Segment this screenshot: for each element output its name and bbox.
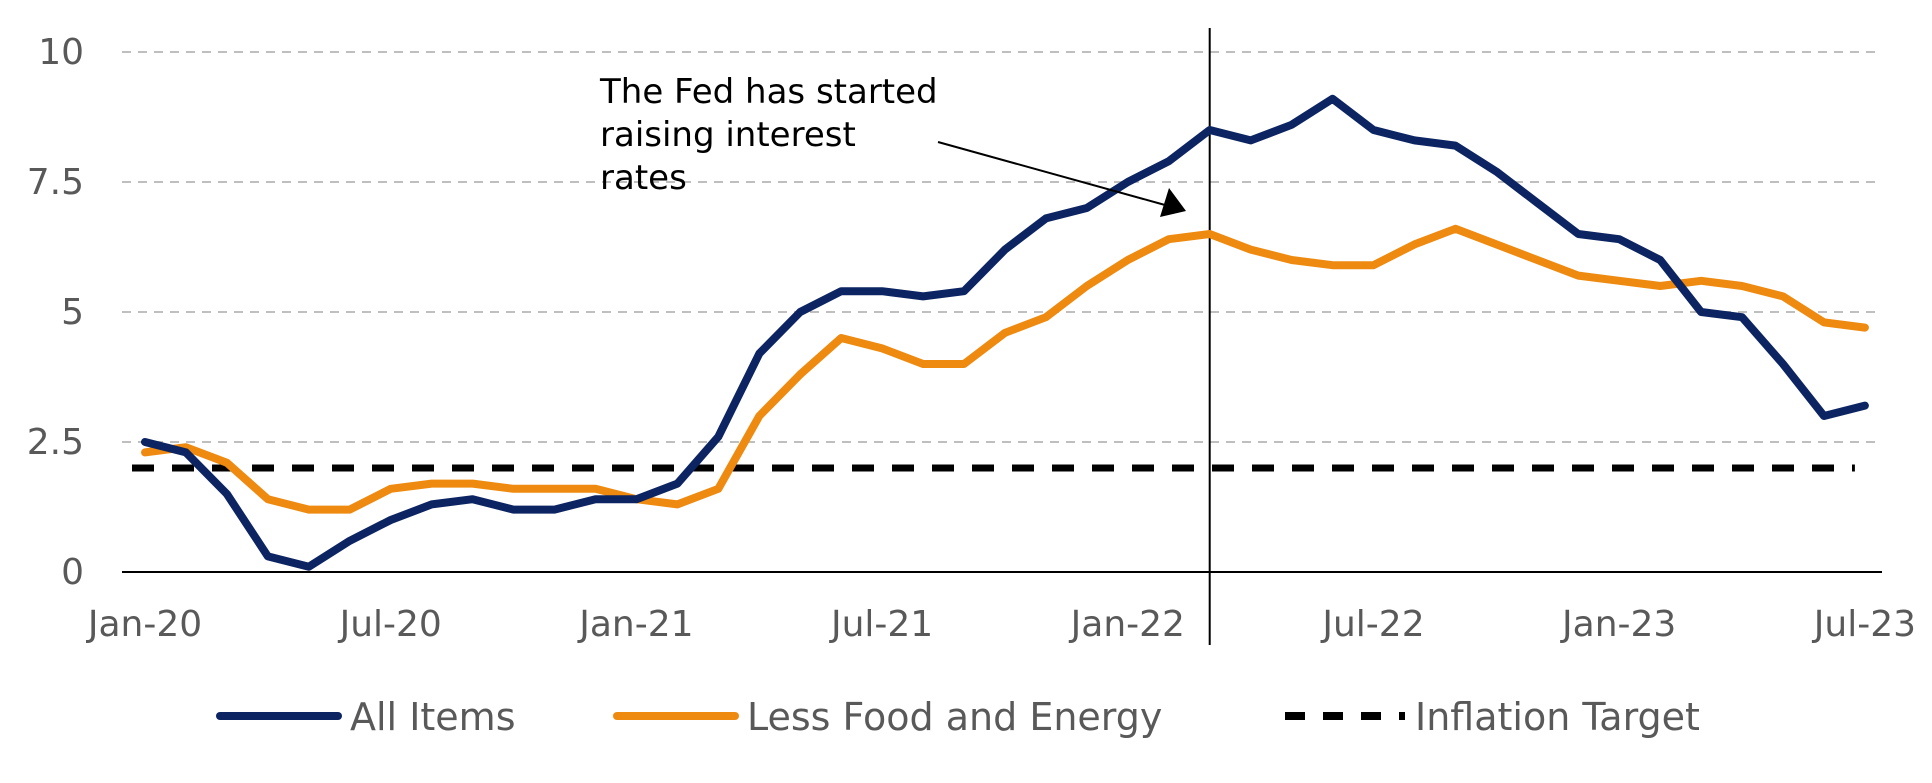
annotation-arrow-shaft bbox=[937, 141, 1166, 206]
series-line-less-food-and-energy bbox=[141, 224, 1869, 514]
x-tick-label: Jul-23 bbox=[1812, 604, 1916, 645]
x-tick-label: Jan-22 bbox=[1069, 604, 1185, 645]
y-tick-label: 5 bbox=[61, 292, 84, 333]
legend-label: All Items bbox=[350, 695, 516, 739]
x-tick-label: Jan-20 bbox=[86, 604, 202, 645]
y-axis-ticks: 0 2.5 5 7.5 10 bbox=[27, 32, 84, 593]
y-tick-label: 2.5 bbox=[27, 422, 84, 463]
x-tick-label: Jul-20 bbox=[338, 604, 442, 645]
annotation-line-2: raising interest bbox=[600, 115, 856, 155]
x-tick-label: Jan-21 bbox=[577, 604, 693, 645]
annotation: The Fed has started raising interest rat… bbox=[599, 72, 1186, 217]
annotation-line-1: The Fed has started bbox=[599, 72, 938, 112]
gridlines bbox=[122, 51, 1882, 443]
y-tick-label: 0 bbox=[61, 552, 84, 593]
legend-label: Inflation Target bbox=[1415, 695, 1700, 739]
annotation-arrowhead bbox=[1160, 188, 1186, 217]
y-tick-label: 7.5 bbox=[27, 162, 84, 203]
legend: All Items Less Food and Energy Inflation T… bbox=[216, 695, 1700, 739]
y-tick-label: 10 bbox=[38, 32, 84, 73]
legend-label: Less Food and Energy bbox=[747, 695, 1162, 739]
x-tick-label: Jan-23 bbox=[1560, 604, 1676, 645]
x-tick-label: Jul-22 bbox=[1320, 604, 1424, 645]
series-line-all-items bbox=[141, 94, 1869, 571]
x-tick-label: Jul-21 bbox=[829, 604, 933, 645]
series-lines bbox=[132, 94, 1869, 571]
annotation-line-3: rates bbox=[600, 158, 687, 198]
x-axis-ticks: Jan-20 Jul-20 Jan-21 Jul-21 Jan-22 Jul-22 Jan-… bbox=[86, 604, 1916, 645]
